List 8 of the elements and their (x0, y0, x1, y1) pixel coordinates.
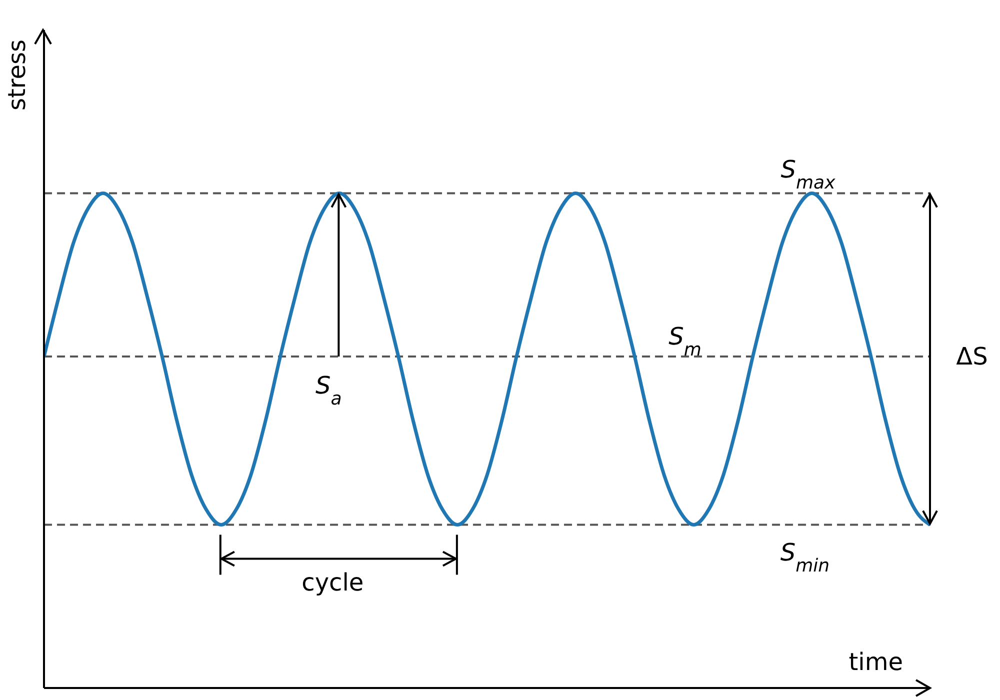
ref-line-label: S$_{m}$ (668, 322, 702, 360)
annotation: S$_{a}$ (316, 372, 342, 410)
ref-line-label: S$_{max}$ (780, 155, 836, 193)
x-axis-title: time (848, 648, 903, 676)
ref-line-label: S$_{min}$ (780, 538, 830, 576)
annotation: cycle (302, 568, 364, 597)
y-axis-title: stress (3, 39, 31, 111)
text: ΔS (956, 342, 988, 371)
